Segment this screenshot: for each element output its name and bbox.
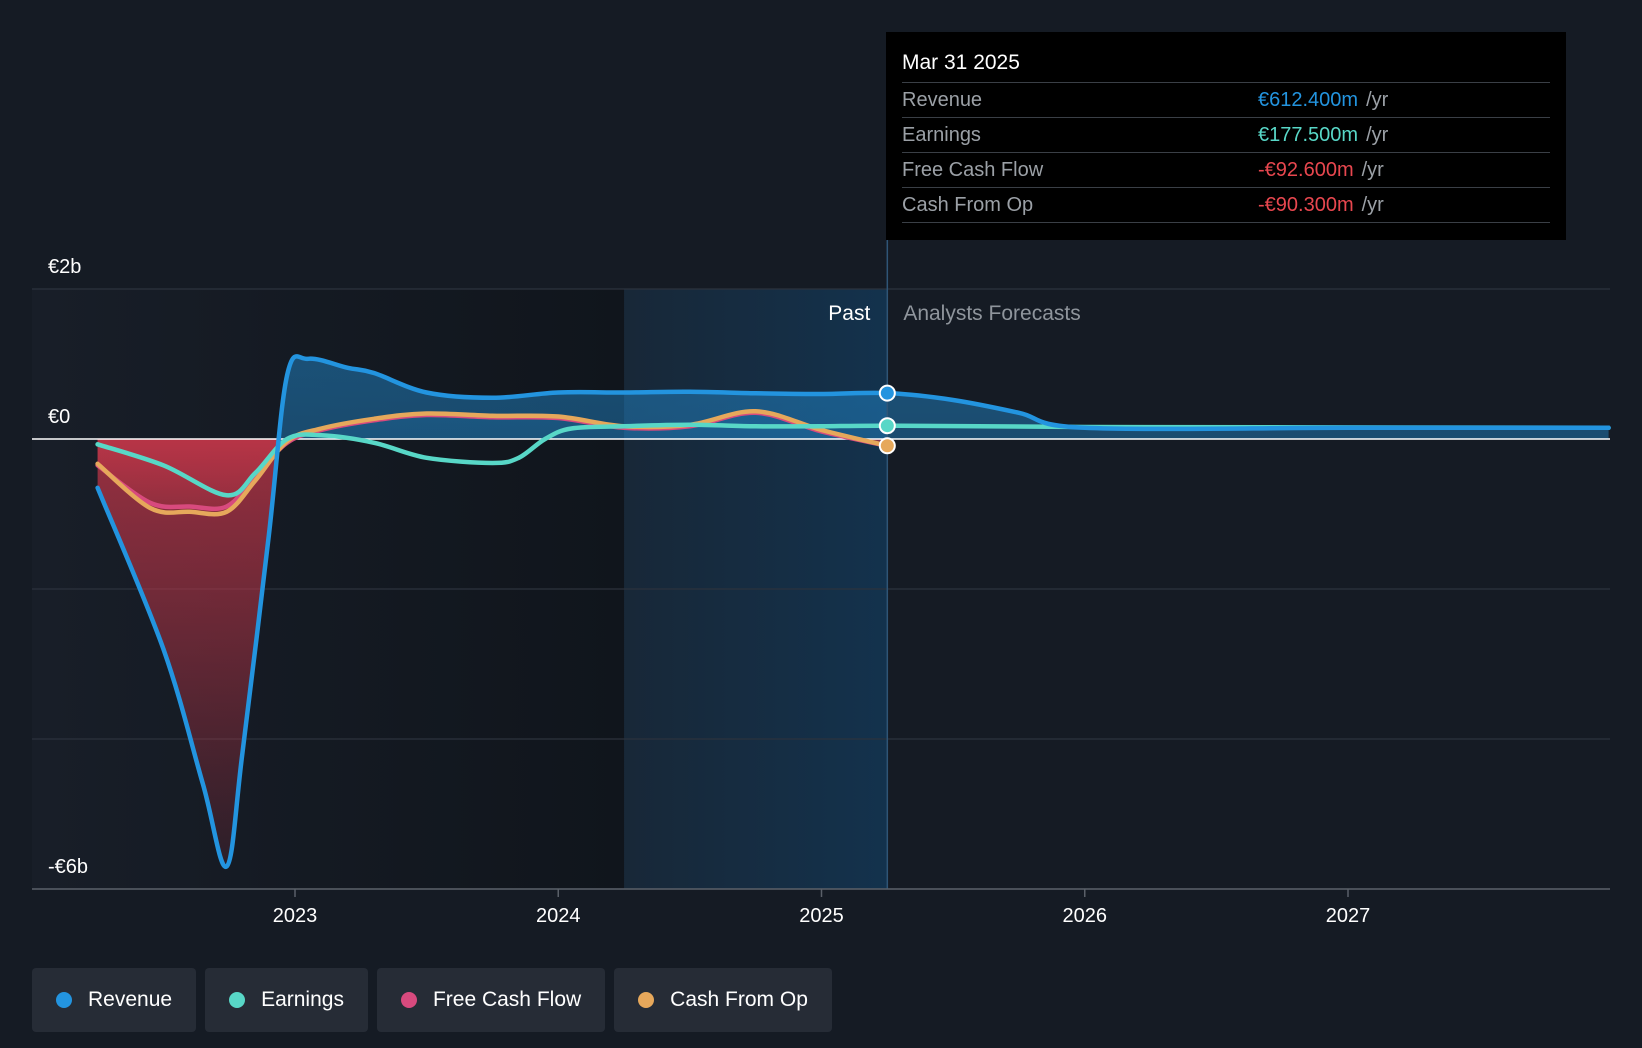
- x-tick-label: 2025: [799, 905, 844, 927]
- tooltip-unit: /yr: [1366, 124, 1389, 146]
- tooltip-label: Free Cash Flow: [902, 159, 1044, 181]
- tooltip: Mar 31 2025 Revenue €612.400m /yr Earnin…: [886, 32, 1566, 240]
- free-cash-flow-dot-icon: [400, 992, 417, 1008]
- revenue-marker: [878, 384, 896, 402]
- y-axis-labels: €2b €0 -€6b: [48, 256, 88, 878]
- free-cash-flow-area-positive: [97, 412, 888, 439]
- tooltip-value: €177.500m: [1258, 124, 1359, 146]
- x-tick-label: 2024: [536, 905, 581, 927]
- cash-from-op-dot-icon: [638, 992, 655, 1008]
- legend-item-cash-from-op[interactable]: Cash From Op: [614, 968, 832, 1032]
- tooltip-row-free-cash-flow: Free Cash Flow -€92.600m /yr: [902, 153, 1550, 188]
- tooltip-unit: /yr: [1361, 194, 1384, 216]
- x-tick-label: 2023: [273, 905, 318, 927]
- y-tick-label: €0: [48, 406, 70, 428]
- series-lines: [95, 354, 1611, 869]
- tooltip-row-cash-from-op: Cash From Op -€90.300m /yr: [902, 188, 1550, 223]
- tooltip-label: Cash From Op: [902, 194, 1034, 216]
- legend-item-revenue[interactable]: Revenue: [32, 968, 197, 1032]
- legend-item-earnings[interactable]: Earnings: [205, 968, 368, 1032]
- cash-from-op-marker: [878, 437, 896, 455]
- forecast-label: Analysts Forecasts: [903, 302, 1080, 325]
- earnings-line: [95, 422, 1611, 498]
- tooltip-date: Mar 31 2025: [902, 46, 1550, 83]
- legend-label: Revenue: [88, 988, 173, 1011]
- tooltip-unit: /yr: [1366, 89, 1389, 111]
- x-tick-label: 2026: [1063, 905, 1108, 927]
- legend: Revenue Earnings Free Cash Flow Cash Fro…: [32, 968, 832, 1032]
- tooltip-row-earnings: Earnings €177.500m /yr: [902, 118, 1550, 153]
- legend-label: Free Cash Flow: [432, 988, 582, 1011]
- y-tick-label: -€6b: [48, 856, 88, 878]
- cash-from-op-line: [95, 409, 890, 517]
- x-tick-label: 2027: [1326, 905, 1371, 927]
- value-markers: [878, 384, 896, 455]
- revenue-dot-icon: [56, 992, 72, 1008]
- y-tick-label: €2b: [48, 256, 81, 278]
- earnings-marker: [878, 417, 896, 435]
- past-label: Past: [828, 302, 870, 325]
- legend-item-free-cash-flow[interactable]: Free Cash Flow: [376, 968, 606, 1032]
- legend-label: Cash From Op: [670, 988, 808, 1011]
- tooltip-unit: /yr: [1361, 159, 1384, 181]
- tooltip-value: €612.400m: [1258, 89, 1359, 111]
- tooltip-value: -€92.600m: [1258, 159, 1354, 181]
- legend-label: Earnings: [261, 988, 344, 1011]
- revenue-line: [95, 354, 1611, 869]
- tooltip-label: Earnings: [902, 124, 981, 146]
- earnings-dot-icon: [229, 992, 246, 1008]
- tooltip-row-revenue: Revenue €612.400m /yr: [902, 83, 1550, 118]
- tooltip-value: -€90.300m: [1258, 194, 1354, 216]
- x-axis-labels: 2023 2024 2025 2026 2027: [32, 888, 1610, 927]
- tooltip-label: Revenue: [902, 89, 983, 111]
